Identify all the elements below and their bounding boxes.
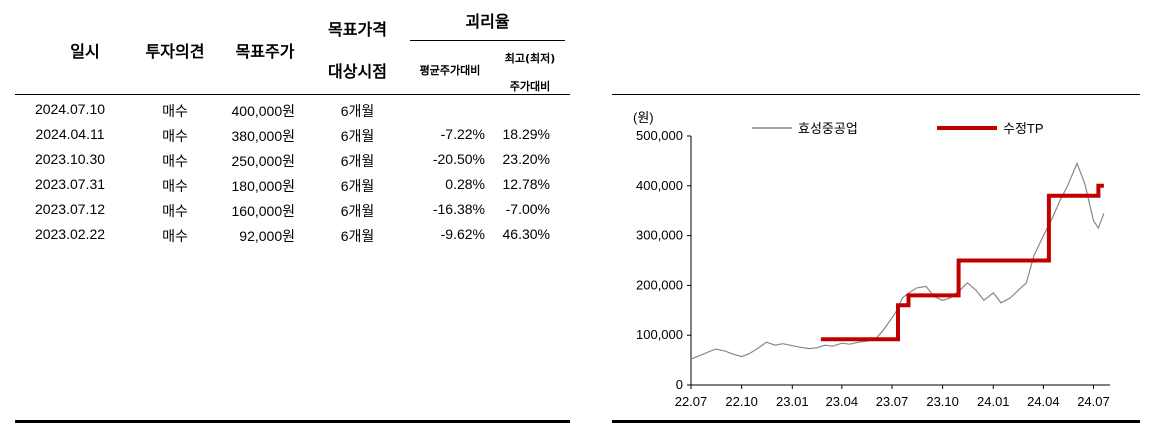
x-tick-label: 23.01 [776,394,809,409]
y-unit-label: (원) [633,110,654,125]
cell-ext: 18.29% [502,126,550,142]
chart-legend: 효성중공업 수정TP [752,121,1044,136]
cell-target: 400,000원 [231,103,296,119]
cell-target: 92,000원 [239,228,295,244]
cell-target: 180,000원 [231,178,296,194]
price-chart: (원) 0 100,000 200,000 300,000 400,000 500,000 2… [633,110,1110,409]
chart-bottom-rule [612,420,1140,423]
table-bottom-rule [15,420,570,423]
cell-target: 160,000원 [231,203,296,219]
x-tick-label: 23.04 [826,394,859,409]
cell-avg: 0.28% [445,176,485,192]
header-gap-average: 평균주가대비 [419,64,481,77]
x-tick-label: 24.04 [1027,394,1060,409]
cell-period: 6개월 [340,228,375,244]
header-divider [410,40,565,41]
legend-label: 수정TP [1003,121,1044,136]
header-target-period-line1: 목표가격 [328,20,387,39]
cell-period: 6개월 [340,128,375,144]
y-tick-label: 400,000 [636,178,683,193]
y-tick-label: 300,000 [636,228,683,243]
cell-date: 2023.07.12 [34,201,106,217]
chart-series [690,161,1105,360]
cell-date: 2023.02.22 [34,226,106,242]
cell-period: 6개월 [340,153,375,169]
cell-period: 6개월 [340,178,375,194]
y-tick-label: 100,000 [636,327,683,342]
cell-ext: 23.20% [502,151,550,167]
cell-avg: -20.50% [432,151,485,167]
cell-target: 250,000원 [231,153,296,169]
cell-opinion: 매수 [162,203,188,219]
cell-ext: 12.78% [502,176,550,192]
header-bottom-rule [15,94,570,95]
legend-label: 효성중공업 [798,121,858,136]
x-tick-label: 22.07 [675,394,708,409]
x-tick-label: 23.07 [876,394,909,409]
header-gap: 괴리율 [465,12,510,31]
cell-opinion: 매수 [162,153,188,169]
x-tick-label: 22.10 [725,394,758,409]
x-tick-label: 24.07 [1077,394,1110,409]
cell-ext: -7.00% [505,201,550,217]
y-tick-label: 0 [676,377,683,392]
cell-opinion: 매수 [162,128,188,144]
header-gap-extreme-line2: 주가대비 [509,80,551,93]
header-opinion: 투자의견 [145,42,205,61]
cell-avg: -16.38% [432,201,485,217]
x-tick-label: 24.01 [977,394,1010,409]
cell-avg: -7.22% [440,126,485,142]
cell-date: 2024.07.10 [34,101,106,117]
x-tick-label: 23.10 [926,394,959,409]
header-date: 일시 [70,42,100,61]
cell-date: 2023.07.31 [34,176,106,192]
cell-period: 6개월 [340,103,375,119]
header-target-price: 목표주가 [235,42,295,61]
cell-date: 2024.04.11 [35,126,105,142]
cell-date: 2023.10.30 [34,151,106,167]
y-tick-label: 200,000 [636,277,683,292]
header-gap-extreme-line1: 최고(최저) [504,52,556,65]
cell-opinion: 매수 [162,178,188,194]
cell-opinion: 매수 [162,228,188,244]
chart-axes: (원) 0 100,000 200,000 300,000 400,000 500,000 2… [633,110,1110,409]
chart-top-rule [612,94,1140,95]
cell-avg: -9.62% [440,226,485,242]
y-tick-label: 500,000 [636,128,683,143]
cell-ext: 46.30% [502,226,550,242]
cell-period: 6개월 [340,203,375,219]
cell-target: 380,000원 [231,128,296,144]
series-line-target-price [820,183,1104,342]
cell-opinion: 매수 [162,103,188,119]
header-target-period-line2: 대상시점 [328,62,387,81]
